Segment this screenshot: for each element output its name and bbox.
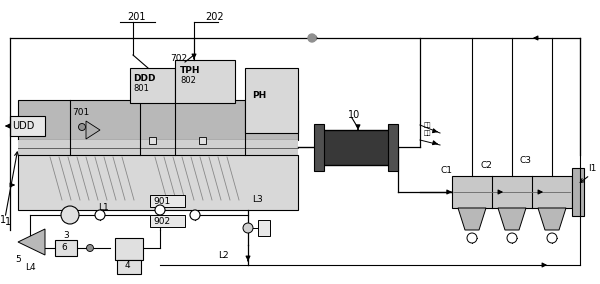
Bar [258,220,270,236]
Bar [149,137,156,144]
Text: 烟气: 烟气 [424,122,431,128]
Circle shape [547,233,557,243]
Bar [150,215,185,227]
Polygon shape [498,208,526,230]
Text: 4: 4 [125,260,131,270]
Circle shape [95,210,105,220]
Bar [117,260,141,274]
Text: DDD: DDD [133,74,155,82]
Bar [18,140,298,155]
Text: TPH: TPH [180,66,200,74]
Bar [322,130,390,165]
Bar [175,60,235,103]
Text: 802: 802 [180,76,196,85]
Text: PH: PH [252,91,266,99]
Circle shape [467,233,477,243]
Text: 701: 701 [72,108,89,116]
Text: UDD: UDD [12,121,34,131]
Text: 6: 6 [61,243,67,252]
Bar [245,68,298,133]
Text: 801: 801 [133,83,149,93]
Bar [115,238,143,260]
Text: L2: L2 [218,250,229,260]
Bar [388,124,398,171]
Bar [199,137,206,144]
Bar [18,100,298,140]
Bar [55,240,77,256]
Text: 10: 10 [348,110,360,120]
Text: 1: 1 [0,215,6,225]
Polygon shape [458,208,486,230]
Text: 202: 202 [205,12,224,22]
Bar [572,168,584,216]
Bar [452,176,572,208]
Circle shape [507,233,517,243]
Text: C2: C2 [480,160,492,170]
Polygon shape [538,208,566,230]
Text: 热气: 热气 [424,130,431,136]
Text: 5: 5 [15,256,21,264]
Bar [150,195,185,207]
Text: 902: 902 [153,216,170,225]
Text: I1: I1 [588,164,596,172]
Text: 901: 901 [153,197,170,206]
Text: 702: 702 [170,53,187,62]
Text: C1: C1 [440,166,452,174]
Circle shape [86,245,94,252]
Text: L4: L4 [25,262,35,272]
Circle shape [190,210,200,220]
Polygon shape [86,121,100,139]
Text: 1: 1 [5,217,11,227]
Bar [10,116,45,136]
Circle shape [308,34,316,42]
Circle shape [79,124,86,131]
Polygon shape [18,229,45,255]
Bar [130,68,175,103]
Bar [314,124,324,171]
Text: C3: C3 [520,156,532,164]
Circle shape [155,205,165,215]
Text: 3: 3 [63,231,69,239]
Text: L1: L1 [98,204,109,212]
Circle shape [61,206,79,224]
Text: 201: 201 [127,12,146,22]
Circle shape [243,223,253,233]
Text: L3: L3 [252,195,263,204]
Bar [18,155,298,210]
